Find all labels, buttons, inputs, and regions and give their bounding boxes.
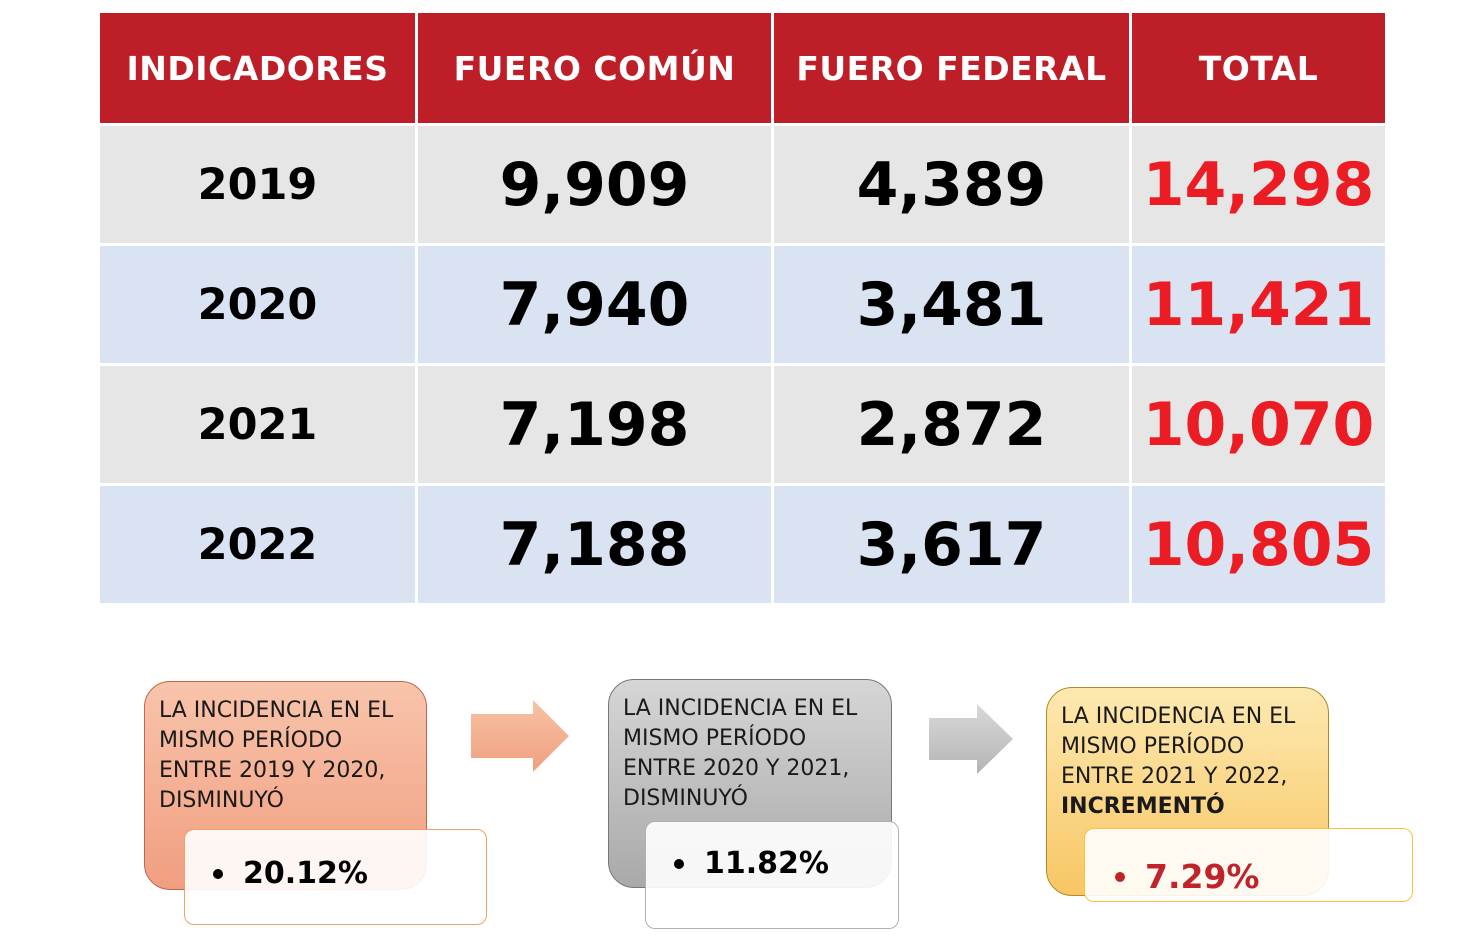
percentage-box: 11.82%: [645, 821, 899, 929]
percentage-box: 7.29%: [1084, 828, 1413, 902]
header-total: TOTAL: [1129, 10, 1388, 126]
year-cell: 2020: [97, 243, 418, 366]
box-text-line: LA INCIDENCIA EN EL: [1061, 704, 1296, 729]
percentage-box: 20.12%: [184, 829, 487, 925]
percentage-value: 11.82%: [704, 846, 829, 881]
fuero-federal-cell: 2,872: [771, 363, 1132, 486]
percentage-item: 11.82%: [674, 846, 829, 881]
box-text-emphasis: INCREMENTÓ: [1061, 794, 1225, 819]
fuero-federal-cell: 3,481: [771, 243, 1132, 366]
arrow-right-icon: [929, 704, 1013, 774]
arrow-right-icon: [471, 700, 569, 772]
bullet-icon: [213, 868, 223, 879]
box-text-line: ENTRE 2021 Y 2022,: [1061, 764, 1288, 789]
percentage-value: 7.29%: [1145, 857, 1260, 896]
incidence-table: INDICADORES FUERO COMÚN FUERO FEDERAL TO…: [97, 10, 1388, 606]
box-text-line: LA INCIDENCIA EN EL: [623, 696, 858, 721]
fuero-comun-cell: 7,198: [415, 363, 774, 486]
box-text-line: MISMO PERÍODO: [1061, 734, 1245, 759]
box-text-line: DISMINUYÓ: [623, 786, 748, 811]
fuero-comun-cell: 9,909: [415, 123, 774, 246]
box-text-line: LA INCIDENCIA EN EL: [159, 698, 394, 723]
fuero-comun-cell: 7,940: [415, 243, 774, 366]
total-cell: 10,070: [1129, 363, 1388, 486]
total-cell: 10,805: [1129, 483, 1388, 606]
box-text-line: INCREMENTÓ: [1061, 792, 1328, 822]
box-text-line: ENTRE 2019 Y 2020,: [159, 758, 386, 783]
year-cell: 2019: [97, 123, 418, 246]
header-fuero-federal: FUERO FEDERAL: [771, 10, 1132, 126]
percentage-item: 20.12%: [213, 856, 368, 891]
header-fuero-comun: FUERO COMÚN: [415, 10, 774, 126]
year-cell: 2021: [97, 363, 418, 486]
fuero-federal-cell: 4,389: [771, 123, 1132, 246]
year-cell: 2022: [97, 483, 418, 606]
bullet-icon: [674, 858, 684, 869]
box-text-line: MISMO PERÍODO: [159, 728, 343, 753]
percentage-value: 20.12%: [243, 856, 368, 891]
table-row: 2019 9,909 4,389 14,298: [97, 123, 1388, 246]
bullet-icon: [1115, 871, 1125, 882]
table-row: 2022 7,188 3,617 10,805: [97, 483, 1388, 606]
header-indicadores: INDICADORES: [97, 10, 418, 126]
fuero-federal-cell: 3,617: [771, 483, 1132, 606]
table-row: 2021 7,198 2,872 10,070: [97, 363, 1388, 486]
table-row: 2020 7,940 3,481 11,421: [97, 243, 1388, 366]
total-cell: 14,298: [1129, 123, 1388, 246]
box-text-line: ENTRE 2020 Y 2021,: [623, 756, 850, 781]
table-header-row: INDICADORES FUERO COMÚN FUERO FEDERAL TO…: [97, 10, 1388, 126]
fuero-comun-cell: 7,188: [415, 483, 774, 606]
percentage-item: 7.29%: [1115, 857, 1260, 896]
box-text-line: MISMO PERÍODO: [623, 726, 807, 751]
box-text-line: DISMINUYÓ: [159, 788, 284, 813]
total-cell: 11,421: [1129, 243, 1388, 366]
